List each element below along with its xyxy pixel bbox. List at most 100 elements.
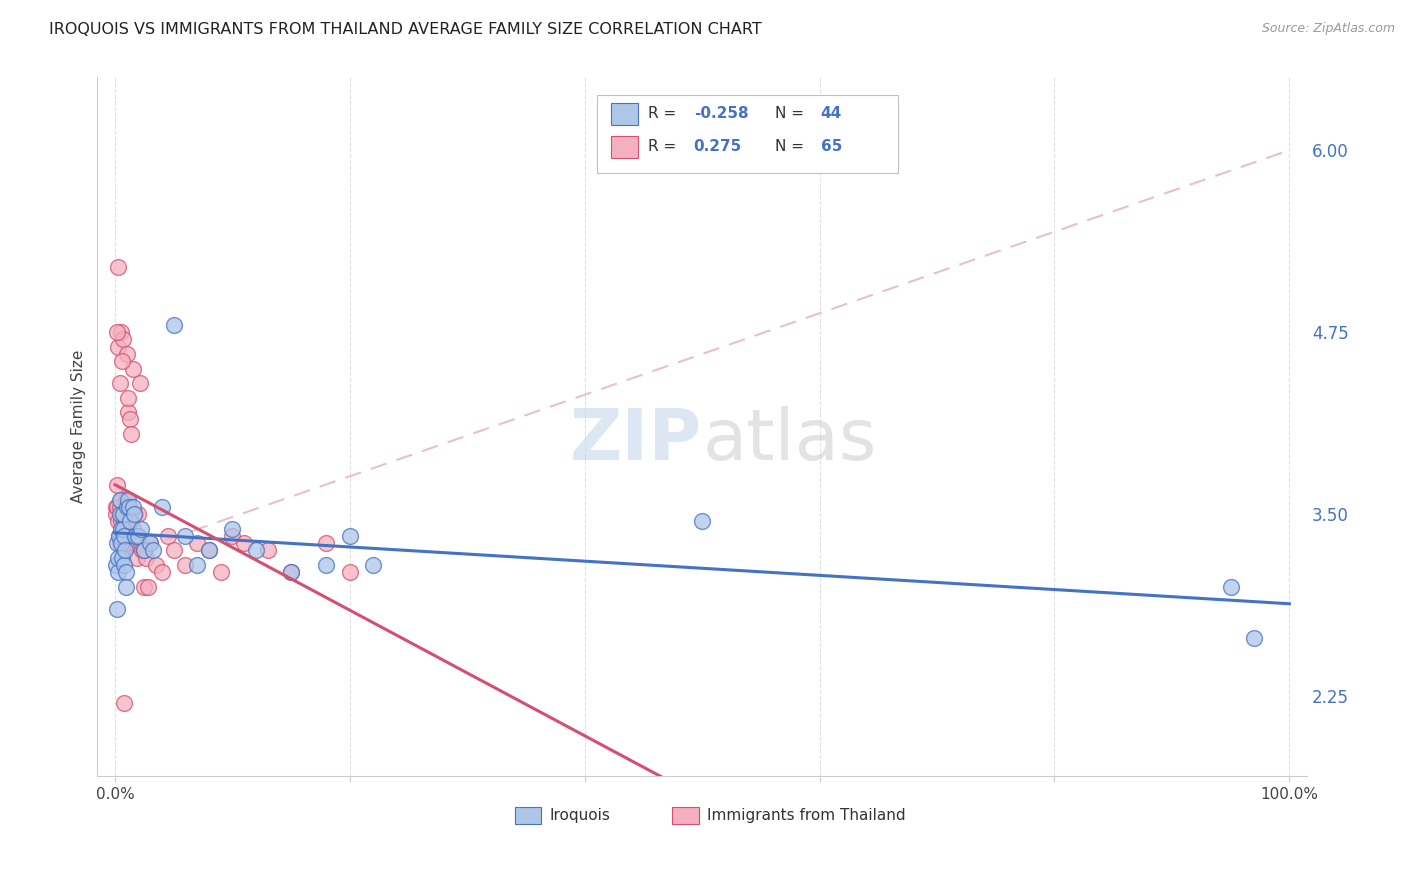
Point xyxy=(209,566,232,580)
Point xyxy=(112,507,135,521)
Point xyxy=(245,543,267,558)
Point xyxy=(127,550,149,565)
Point xyxy=(186,558,208,572)
Point xyxy=(114,566,136,580)
Point xyxy=(115,347,138,361)
Point xyxy=(110,536,132,550)
Point xyxy=(280,566,302,580)
Text: IROQUOIS VS IMMIGRANTS FROM THAILAND AVERAGE FAMILY SIZE CORRELATION CHART: IROQUOIS VS IMMIGRANTS FROM THAILAND AVE… xyxy=(49,22,762,37)
Point xyxy=(121,361,143,376)
Point xyxy=(129,522,152,536)
Point xyxy=(134,543,156,558)
Point xyxy=(145,558,167,572)
Text: atlas: atlas xyxy=(702,406,876,475)
Point xyxy=(186,536,208,550)
Point xyxy=(111,529,134,543)
Text: R =: R = xyxy=(648,106,681,121)
Point xyxy=(221,522,243,536)
Point xyxy=(110,325,132,339)
FancyBboxPatch shape xyxy=(612,136,638,158)
Text: N =: N = xyxy=(775,139,808,154)
Point xyxy=(117,391,139,405)
Point xyxy=(112,529,135,543)
Point xyxy=(198,543,221,558)
Point xyxy=(108,529,131,543)
Point xyxy=(105,500,128,514)
Point xyxy=(315,558,337,572)
Point xyxy=(115,500,138,514)
Point xyxy=(280,566,302,580)
Text: 65: 65 xyxy=(821,139,842,154)
Point xyxy=(120,427,142,442)
Point xyxy=(117,405,139,419)
Point xyxy=(111,550,134,565)
Point xyxy=(110,492,132,507)
Point xyxy=(141,543,163,558)
Point xyxy=(134,580,156,594)
Text: 0.275: 0.275 xyxy=(693,139,742,154)
Point xyxy=(108,376,131,390)
Text: Iroquois: Iroquois xyxy=(550,808,610,823)
Point xyxy=(127,507,149,521)
Text: -0.258: -0.258 xyxy=(693,106,748,121)
Point xyxy=(107,550,129,565)
Point xyxy=(1219,580,1241,594)
Point xyxy=(1243,631,1265,645)
Point xyxy=(107,340,129,354)
Point xyxy=(198,543,221,558)
Point xyxy=(221,529,243,543)
Point xyxy=(339,566,361,580)
Y-axis label: Average Family Size: Average Family Size xyxy=(72,350,86,503)
Point xyxy=(110,492,132,507)
FancyBboxPatch shape xyxy=(672,807,699,824)
Point xyxy=(124,507,146,521)
Text: Immigrants from Thailand: Immigrants from Thailand xyxy=(707,808,905,823)
Point xyxy=(108,536,131,550)
Point xyxy=(363,558,385,572)
Point xyxy=(163,543,186,558)
Point xyxy=(115,507,138,521)
Point xyxy=(105,558,128,572)
Text: R =: R = xyxy=(648,139,681,154)
Point xyxy=(104,500,127,514)
Point xyxy=(105,507,128,521)
Text: N =: N = xyxy=(775,106,808,121)
Point xyxy=(111,354,134,368)
Point xyxy=(105,478,128,492)
Point xyxy=(105,536,128,550)
Point xyxy=(112,514,135,528)
Point xyxy=(110,514,132,528)
Point xyxy=(139,536,162,550)
Point xyxy=(128,376,150,390)
Point xyxy=(114,543,136,558)
Point xyxy=(111,507,134,521)
Point xyxy=(136,580,159,594)
Point xyxy=(339,529,361,543)
FancyBboxPatch shape xyxy=(598,95,898,173)
Point xyxy=(315,536,337,550)
Point xyxy=(105,325,128,339)
Point xyxy=(150,500,173,514)
Point xyxy=(139,536,162,550)
Point xyxy=(121,500,143,514)
Point xyxy=(150,566,173,580)
Point xyxy=(134,543,156,558)
Point xyxy=(112,696,135,710)
Point xyxy=(690,514,713,528)
Point xyxy=(114,522,136,536)
Point xyxy=(174,558,197,572)
Point xyxy=(117,522,139,536)
Point xyxy=(127,529,149,543)
Point xyxy=(156,529,179,543)
Point xyxy=(127,529,149,543)
Point xyxy=(118,500,141,514)
Point xyxy=(110,500,132,514)
Point xyxy=(121,522,143,536)
Text: Source: ZipAtlas.com: Source: ZipAtlas.com xyxy=(1261,22,1395,36)
Point xyxy=(120,412,142,426)
Point xyxy=(115,580,138,594)
Point xyxy=(120,514,142,528)
Text: 44: 44 xyxy=(821,106,842,121)
Point xyxy=(134,550,156,565)
Point xyxy=(111,522,134,536)
